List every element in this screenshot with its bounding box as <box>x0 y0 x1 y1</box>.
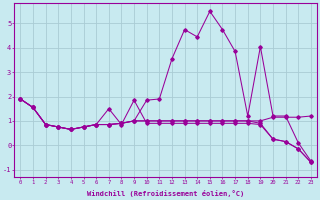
X-axis label: Windchill (Refroidissement éolien,°C): Windchill (Refroidissement éolien,°C) <box>87 190 244 197</box>
